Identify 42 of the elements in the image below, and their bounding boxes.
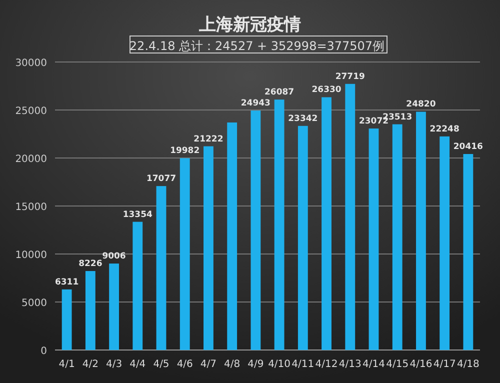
y-tick-label: 10000	[15, 250, 47, 261]
x-tick-label: 4/13	[338, 359, 362, 370]
x-tick-label: 4/9	[248, 359, 264, 370]
x-tick-label: 4/12	[315, 359, 338, 370]
data-label: 23342	[288, 114, 318, 124]
data-label: 6311	[54, 277, 79, 288]
x-tick-label: 4/15	[386, 359, 409, 370]
x-tick-label: 4/10	[268, 359, 291, 370]
x-tick-label: 4/17	[433, 359, 456, 370]
data-label: 8226	[78, 259, 102, 270]
data-label: 17077	[146, 174, 176, 184]
x-tick-label: 4/8	[224, 359, 240, 370]
x-tick-label: 4/1	[58, 359, 75, 370]
y-tick-label: 30000	[15, 58, 47, 69]
data-label: 24943	[240, 98, 271, 109]
x-tick-label: 4/7	[200, 359, 217, 370]
x-tick-label: 4/14	[362, 359, 385, 370]
y-tick-label: 20000	[15, 154, 47, 165]
chart-subtitle: 22.4.18 总计：24527 + 352998=377507例	[129, 39, 385, 53]
y-tick-label: 25000	[15, 106, 47, 117]
y-tick-label: 15000	[15, 202, 47, 213]
data-label: 9006	[102, 252, 126, 262]
data-label: 26330	[312, 85, 342, 96]
chart-title: 上海新冠疫情	[198, 15, 301, 35]
y-tick-label: 5000	[22, 298, 47, 309]
data-label: 19982	[170, 146, 200, 156]
x-tick-label: 4/18	[456, 359, 480, 370]
x-tick-label: 4/3	[106, 359, 122, 370]
data-label: 20416	[453, 142, 484, 152]
y-tick-label: 0	[40, 346, 47, 357]
x-tick-label: 4/4	[130, 359, 146, 370]
data-label: 22248	[430, 124, 460, 134]
x-tick-label: 4/5	[153, 359, 170, 370]
data-label: 13354	[122, 210, 153, 220]
x-tick-label: 4/2	[82, 359, 98, 370]
data-label: 21222	[194, 134, 224, 144]
x-tick-label: 4/16	[410, 359, 432, 370]
data-label: 26087	[264, 88, 294, 98]
x-tick-label: 4/6	[176, 359, 193, 370]
data-label: 27719	[335, 72, 366, 82]
x-tick-label: 4/11	[292, 359, 314, 370]
data-label: 24820	[406, 100, 436, 110]
